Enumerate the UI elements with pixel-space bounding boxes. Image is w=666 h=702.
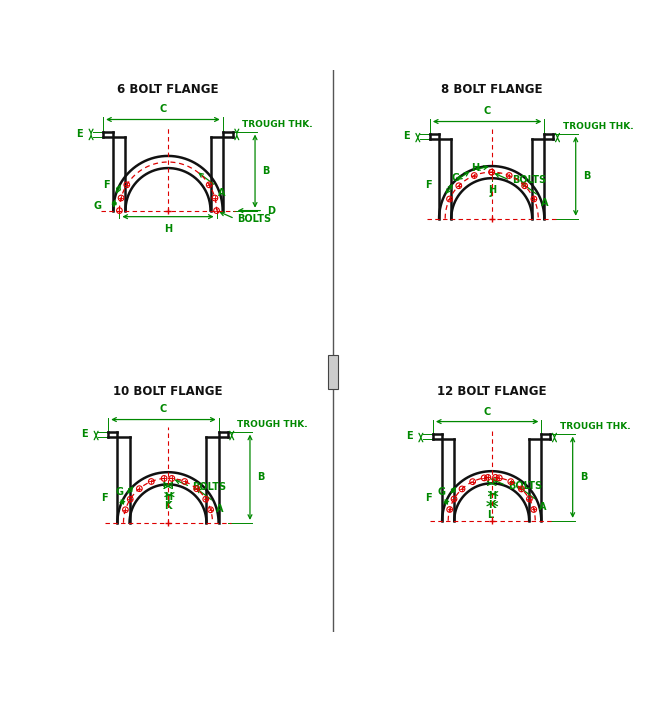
Text: H: H xyxy=(488,491,496,501)
Text: B: B xyxy=(583,171,590,181)
Text: BOLTS: BOLTS xyxy=(237,213,271,224)
Text: B: B xyxy=(580,472,587,482)
Text: L: L xyxy=(488,510,494,519)
Title: 10 BOLT FLANGE: 10 BOLT FLANGE xyxy=(113,385,222,398)
Text: H: H xyxy=(164,491,172,502)
Text: TROUGH THK.: TROUGH THK. xyxy=(563,121,633,131)
Title: 8 BOLT FLANGE: 8 BOLT FLANGE xyxy=(441,83,543,96)
Text: B: B xyxy=(262,166,270,176)
Text: E: E xyxy=(406,431,413,441)
Text: E: E xyxy=(403,131,410,141)
Title: 12 BOLT FLANGE: 12 BOLT FLANGE xyxy=(437,385,547,398)
Text: G: G xyxy=(438,487,446,497)
Text: K: K xyxy=(488,500,496,510)
Text: TROUGH THK.: TROUGH THK. xyxy=(242,119,312,128)
Text: BOLTS: BOLTS xyxy=(508,480,542,491)
Text: A: A xyxy=(539,503,546,512)
Text: C: C xyxy=(484,107,491,117)
Text: F: F xyxy=(101,493,107,503)
Text: H: H xyxy=(488,185,496,195)
Bar xyxy=(328,355,338,389)
Text: D: D xyxy=(267,206,275,216)
Text: K: K xyxy=(165,501,172,510)
Text: H: H xyxy=(472,163,480,173)
Text: F: F xyxy=(425,180,432,190)
Text: E: E xyxy=(81,429,88,439)
Title: 6 BOLT FLANGE: 6 BOLT FLANGE xyxy=(117,83,218,96)
Text: G: G xyxy=(115,487,123,497)
Text: BOLTS: BOLTS xyxy=(512,176,546,185)
Text: J: J xyxy=(490,187,494,197)
Text: TROUGH THK.: TROUGH THK. xyxy=(237,420,308,429)
Text: G: G xyxy=(93,201,101,211)
Text: E: E xyxy=(77,129,83,140)
Text: A: A xyxy=(218,188,226,198)
Text: C: C xyxy=(160,404,167,414)
Text: G: G xyxy=(452,173,460,183)
Text: C: C xyxy=(484,406,491,416)
Text: A: A xyxy=(541,198,548,208)
Text: B: B xyxy=(257,472,264,482)
Text: TROUGH THK.: TROUGH THK. xyxy=(559,422,630,431)
Text: J: J xyxy=(166,494,170,503)
Text: BOLTS: BOLTS xyxy=(192,482,226,491)
Text: H: H xyxy=(164,224,172,234)
Text: F: F xyxy=(425,493,432,503)
Text: F: F xyxy=(103,180,109,190)
Text: C: C xyxy=(159,105,166,114)
Text: A: A xyxy=(216,503,223,514)
